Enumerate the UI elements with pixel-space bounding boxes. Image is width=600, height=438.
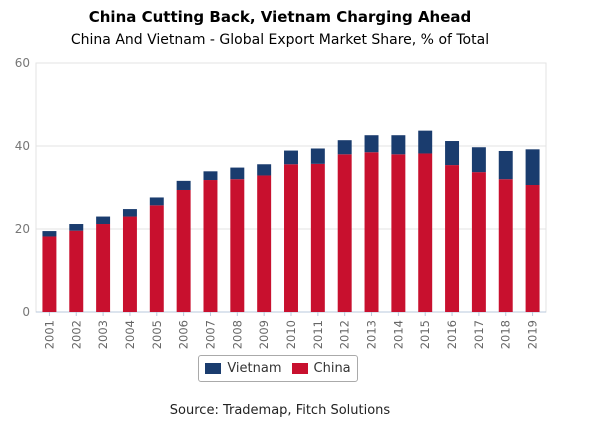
bar-china — [230, 179, 245, 312]
bar-vietnam — [418, 130, 433, 154]
x-tick-label: 2002 — [69, 320, 83, 349]
x-tick-label: 2007 — [203, 320, 217, 349]
legend-item-china[interactable]: China — [291, 361, 351, 376]
x-tick-label: 2015 — [418, 320, 432, 349]
legend-label-vietnam: Vietnam — [227, 361, 282, 376]
bar-china — [176, 189, 191, 312]
bar-vietnam — [471, 147, 486, 173]
bar-china — [391, 154, 406, 312]
bar-china — [203, 180, 218, 312]
bar-vietnam — [525, 149, 540, 186]
bar-vietnam — [203, 171, 218, 181]
x-tick-label: 2013 — [365, 320, 379, 349]
legend-swatch-china — [291, 363, 308, 374]
bar-china — [418, 153, 433, 312]
chart-legend: Vietnam China — [198, 355, 358, 382]
bar-vietnam — [445, 141, 460, 166]
x-tick-label: 2001 — [42, 320, 56, 349]
legend-swatch-vietnam — [205, 363, 222, 374]
x-tick-label: 2008 — [230, 320, 244, 349]
bar-vietnam — [230, 167, 245, 180]
bar-vietnam — [176, 180, 191, 190]
x-tick-label: 2004 — [123, 320, 137, 349]
bar-china — [364, 152, 379, 312]
x-tick-label: 2011 — [311, 320, 325, 349]
bar-vietnam — [149, 197, 164, 206]
y-tick-label: 20 — [15, 222, 30, 236]
x-tick-label: 2009 — [257, 320, 271, 349]
bar-vietnam — [391, 135, 406, 155]
x-tick-label: 2003 — [96, 320, 110, 349]
bar-vietnam — [122, 209, 137, 217]
bar-china — [42, 236, 57, 312]
bar-vietnam — [284, 150, 298, 165]
legend-item-vietnam[interactable]: Vietnam — [205, 361, 282, 376]
bar-china — [310, 163, 325, 312]
chart-title: China Cutting Back, Vietnam Charging Ahe… — [88, 8, 472, 26]
x-tick-label: 2018 — [499, 320, 513, 349]
bar-vietnam — [257, 164, 272, 176]
bar-china — [445, 165, 460, 312]
y-tick-label: 60 — [15, 56, 30, 70]
bar-vietnam — [364, 135, 379, 153]
x-tick-label: 2010 — [284, 320, 298, 349]
bar-china — [525, 185, 540, 312]
x-tick-label: 2012 — [338, 320, 352, 349]
bar-china — [69, 230, 84, 312]
source-note: Source: Trademap, Fitch Solutions — [169, 403, 391, 418]
bar-vietnam — [337, 140, 352, 155]
bar-china — [122, 216, 137, 312]
bar-china — [337, 154, 352, 312]
bar-vietnam — [69, 224, 84, 231]
x-tick-label: 2016 — [445, 320, 459, 349]
bar-vietnam — [310, 148, 325, 164]
x-tick-label: 2005 — [150, 320, 164, 349]
x-tick-label: 2014 — [391, 320, 405, 349]
x-tick-label: 2017 — [472, 320, 486, 349]
bar-vietnam — [96, 216, 111, 225]
bar-china — [498, 179, 513, 312]
y-tick-label: 0 — [22, 305, 30, 319]
y-tick-label: 40 — [15, 139, 30, 153]
bar-china — [257, 175, 272, 312]
bar-china — [96, 224, 111, 312]
x-tick-label: 2006 — [177, 320, 191, 349]
bar-china — [284, 164, 298, 312]
bar-china — [471, 172, 486, 312]
legend-label-china: China — [313, 361, 351, 376]
x-tick-label: 2019 — [526, 320, 540, 349]
bar-vietnam — [42, 231, 57, 237]
chart-subtitle: China And Vietnam - Global Export Market… — [70, 32, 490, 48]
bar-china — [149, 205, 164, 312]
bar-vietnam — [498, 150, 513, 180]
